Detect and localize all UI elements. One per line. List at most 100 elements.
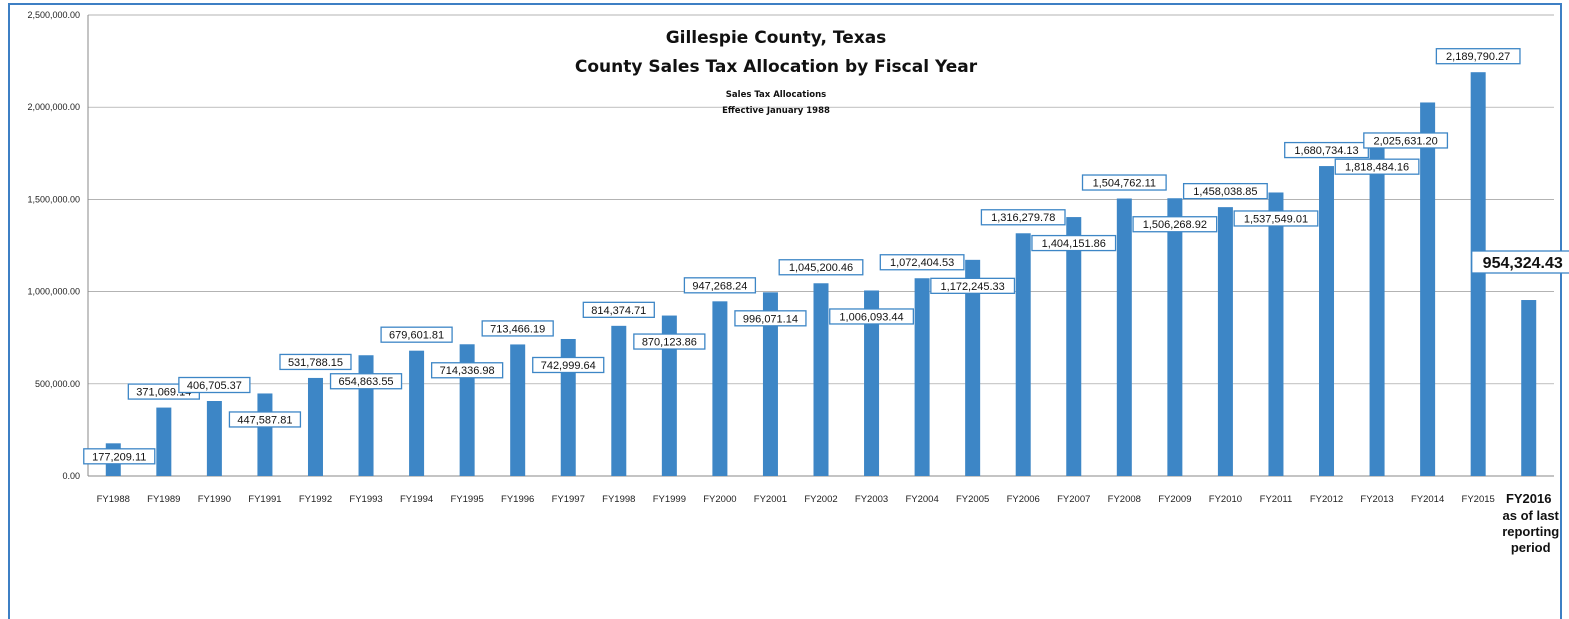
data-label-text: 714,336.98 [440, 365, 495, 377]
data-label-box [1363, 132, 1449, 149]
data-label-box [430, 362, 504, 379]
data-label-text: 1,458,038.85 [1193, 186, 1257, 198]
data-label: 654,863.55 [329, 373, 403, 390]
data-label-text: 870,123.86 [642, 337, 697, 349]
chart-subtitle: Sales Tax Allocations [726, 90, 826, 100]
data-label-box [481, 320, 554, 337]
bar-fy1992 [307, 377, 323, 476]
data-label-text: 1,504,762.11 [1093, 177, 1156, 189]
x-tick-label: FY2001 [754, 494, 787, 505]
x-tick-label: FY2008 [1108, 494, 1141, 505]
y-tick-label: 2,500,000.00 [27, 10, 80, 20]
data-label-text: 1,537,549.01 [1244, 213, 1308, 225]
data-label-box [980, 209, 1066, 226]
bar-fy1991 [257, 393, 273, 476]
x-tick-label: FY2013 [1360, 494, 1393, 505]
chart-title-line2: County Sales Tax Allocation by Fiscal Ye… [575, 57, 978, 77]
data-label: 1,045,200.46 [778, 259, 864, 276]
data-label: 1,458,038.85 [1182, 182, 1268, 200]
bar-fy1999 [661, 315, 677, 476]
x-tick-label: FY2003 [855, 494, 888, 505]
x-tick-label: FY2010 [1209, 494, 1242, 505]
data-label-text: 1,506,268.92 [1143, 219, 1207, 231]
bar-fy2010 [1217, 207, 1233, 476]
x-tick-label: FY2015 [1462, 494, 1495, 505]
data-label-box [683, 277, 757, 294]
data-label-box [829, 308, 915, 325]
data-label: 1,072,404.53 [879, 254, 965, 271]
data-label-text: 1,045,200.46 [789, 262, 853, 274]
bar-fy2004 [914, 278, 930, 476]
bar-fy2003 [864, 290, 880, 476]
y-tick-label: 0.00 [62, 471, 80, 481]
x-tick-label: FY1999 [653, 494, 686, 505]
bar-fy2014 [1420, 102, 1436, 477]
data-label-box [532, 356, 605, 374]
data-label: 1,504,762.11 [1081, 174, 1167, 191]
x-tick-label: FY2009 [1158, 494, 1191, 505]
data-label-text: 1,172,245.33 [941, 281, 1005, 293]
bar-fy1996 [510, 344, 526, 476]
data-label-text: 1,818,484.16 [1345, 162, 1409, 174]
data-label-box [1031, 234, 1117, 252]
data-label-box [380, 326, 453, 343]
data-label-text: 654,863.55 [339, 376, 394, 388]
x-tick-label: FY2006 [1007, 494, 1040, 505]
chart-frame [8, 3, 1562, 619]
data-label-text: 2,189,790.27 [1446, 51, 1510, 63]
data-label: 947,268.24 [683, 277, 757, 294]
data-label: 2,025,631.20 [1363, 132, 1449, 149]
x-tick-label-note: period [1511, 540, 1551, 555]
data-label-box [879, 254, 965, 271]
x-tick-label: FY2005 [956, 494, 989, 505]
y-tick-label: 2,000,000.00 [27, 102, 80, 112]
x-tick-label: FY1998 [602, 494, 635, 505]
y-tick-label: 500,000.00 [35, 379, 80, 389]
x-tick-label: FY1990 [198, 494, 231, 505]
data-label-box [228, 411, 302, 428]
bar-fy2008 [1116, 198, 1132, 477]
data-label: 1,537,549.01 [1233, 210, 1319, 227]
data-label-text: 954,324.43 [1483, 255, 1563, 272]
data-label-box [582, 301, 655, 318]
data-label-text: 447,587.81 [237, 414, 292, 426]
x-tick-label: FY1991 [248, 494, 281, 505]
x-tick-label: FY2011 [1260, 494, 1293, 505]
data-label-box [1081, 174, 1167, 191]
x-tick-label: FY1993 [349, 494, 382, 505]
data-label-box [633, 333, 706, 350]
data-label: 679,601.81 [380, 326, 453, 343]
data-label-box [329, 373, 403, 390]
data-label: 870,123.86 [633, 333, 706, 350]
data-label: 1,172,245.33 [930, 277, 1016, 294]
data-label-text: 1,006,093.44 [839, 311, 903, 323]
data-label-box [1471, 250, 1569, 274]
y-axis: 0.00 500,000.00 1,000,000.00 1,500,000.00 2,… [27, 10, 89, 481]
data-label-text: 679,601.81 [389, 330, 444, 342]
x-tick-label: FY2012 [1310, 494, 1343, 505]
bar-fy2002 [813, 283, 829, 476]
x-tick-label: FY2014 [1411, 494, 1444, 505]
data-label: 1,006,093.44 [829, 308, 915, 325]
x-tick-label-note: reporting [1502, 524, 1559, 539]
x-tick-label: FY2016 [1506, 491, 1552, 506]
data-label-text: 1,316,279.78 [991, 212, 1055, 224]
data-label: 954,324.43 [1471, 250, 1569, 274]
bar-fy2016 [1521, 300, 1537, 476]
data-label: 814,374.71 [582, 301, 655, 318]
chart-titles: Gillespie County, Texas County Sales Tax… [575, 28, 978, 116]
bar-fy1990 [206, 401, 222, 476]
bars [105, 72, 1537, 477]
x-tick-label: FY2000 [703, 494, 736, 505]
data-label-text: 2,025,631.20 [1374, 135, 1438, 147]
data-label: 531,788.15 [279, 353, 352, 371]
data-label-text: 814,374.71 [591, 305, 646, 317]
data-label: 447,587.81 [228, 411, 302, 428]
data-label-text: 742,999.64 [541, 360, 596, 372]
data-label-text: 1,680,734.13 [1294, 145, 1358, 157]
bar-fy2015 [1470, 72, 1486, 477]
data-label-text: 947,268.24 [692, 280, 747, 292]
bar-fy2007 [1066, 217, 1082, 476]
